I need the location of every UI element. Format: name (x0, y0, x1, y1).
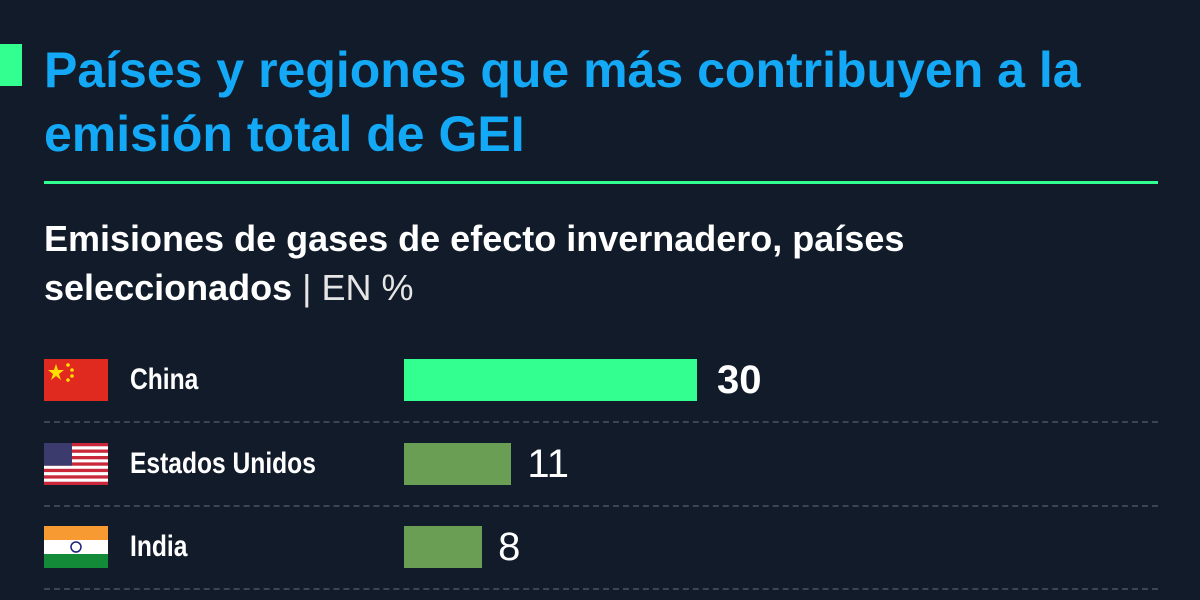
flag-usa (44, 443, 108, 485)
value-label: 8 (498, 525, 521, 569)
bar (404, 526, 483, 568)
flag-china (44, 359, 108, 401)
accent (0, 44, 22, 86)
value-label: 11 (527, 442, 569, 486)
category-label: Estados Unidos (130, 447, 316, 480)
separator (44, 421, 1158, 423)
value-label: 30 (717, 358, 762, 402)
bar (404, 443, 512, 485)
category-label: India (130, 530, 188, 563)
bar (404, 359, 697, 401)
title: Países y regiones que más contribuyen a … (44, 42, 1081, 162)
subtitle: Emisiones de gases de efecto invernadero… (44, 218, 905, 308)
separator (44, 505, 1158, 507)
unit: EN % (321, 267, 414, 308)
flag-india (44, 526, 108, 568)
separator (44, 588, 1158, 590)
category-label: China (130, 363, 199, 396)
subtitle-block: Emisiones de gases de efecto invernadero… (44, 218, 905, 308)
title-rule (44, 181, 1158, 184)
